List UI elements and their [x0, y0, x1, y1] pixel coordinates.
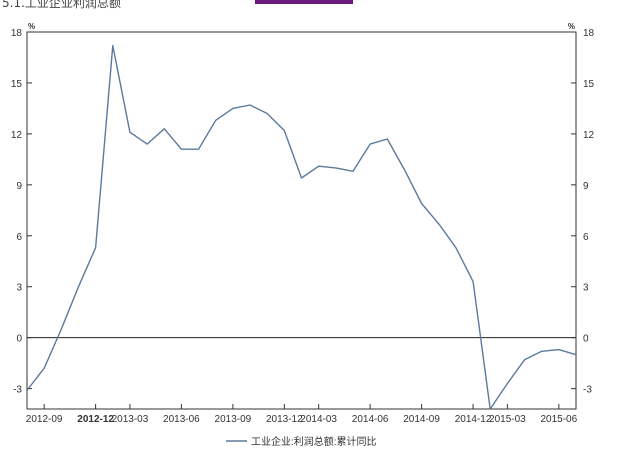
x-tick-label: 2014-03 [300, 414, 337, 425]
series-layer [26, 44, 577, 410]
y-tick-label-left: 18 [11, 28, 23, 39]
x-tick-label: 2014-12 [455, 414, 492, 425]
x-tick-label: 2013-06 [163, 414, 200, 425]
plot-border [26, 31, 577, 410]
y-tick-label-left: 9 [16, 181, 22, 192]
series-line [26, 44, 577, 410]
x-tick-label: 2013-03 [112, 414, 149, 425]
y-tick-label-right: -3 [583, 385, 592, 396]
legend-label: 工业企业:利润总额:累计同比 [251, 435, 377, 448]
x-tick-label: 2015-06 [540, 414, 577, 425]
title-accent-bar [255, 0, 353, 4]
y-tick-label-left: 3 [16, 283, 22, 294]
y-tick-label-left: 15 [11, 79, 23, 90]
x-tick-label: 2015-03 [489, 414, 526, 425]
x-tick-label: 2013-12 [266, 414, 303, 425]
x-tick-label: 2013-09 [215, 414, 252, 425]
y-tick-label-right: 9 [583, 181, 589, 192]
y-tick-label-left: 12 [11, 130, 23, 141]
x-tick-label: 2014-06 [352, 414, 389, 425]
y-tick-label-right: 6 [583, 232, 589, 243]
y-unit-left: % [28, 22, 35, 31]
y-tick-label-right: 0 [583, 334, 589, 345]
y-axis-right: 18 15 12 9 6 3 0 -3% [568, 22, 595, 396]
legend: 工业企业:利润总额:累计同比 [226, 435, 377, 448]
x-tick-label: 2012-09 [26, 414, 63, 425]
y-tick-label-right: 15 [583, 79, 595, 90]
y-unit-right: % [568, 22, 575, 31]
x-tick-label: 2014-09 [403, 414, 440, 425]
y-tick-label-left: 6 [16, 232, 22, 243]
plot-frame [26, 31, 577, 410]
y-tick-label-right: 18 [583, 28, 595, 39]
y-tick-label-right: 12 [583, 130, 595, 141]
y-tick-label-right: 3 [583, 283, 589, 294]
y-tick-label-left: 0 [16, 334, 22, 345]
page-title: 5.1.工业企业利润总额 [2, 0, 121, 10]
y-tick-label-left: -3 [13, 385, 22, 396]
x-tick-label: 2012-12 [77, 414, 114, 425]
y-axis-left: 18 15 12 9 6 3 0 -3% [11, 22, 35, 396]
